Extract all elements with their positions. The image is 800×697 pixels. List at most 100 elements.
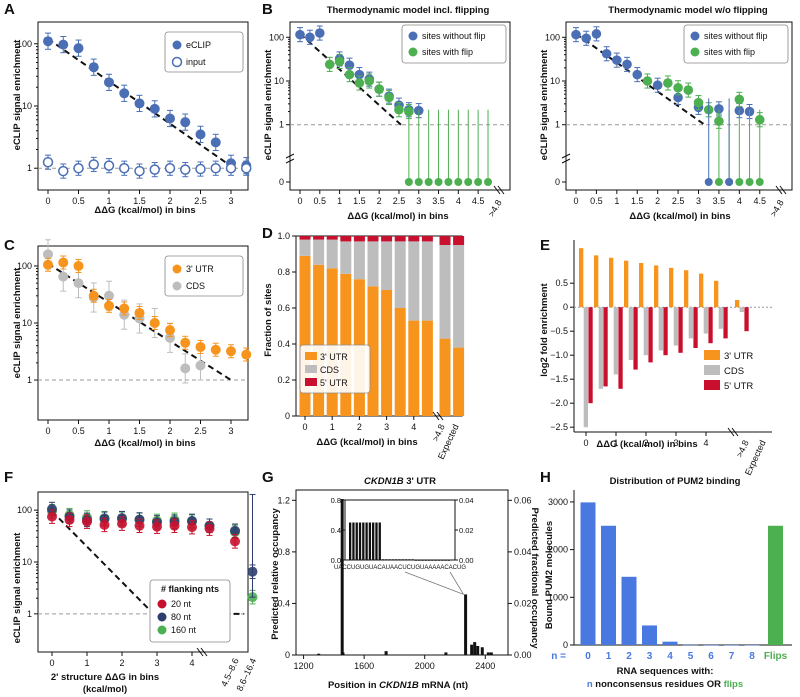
- point-a-eclip: [210, 137, 221, 148]
- point-a-eclip: [58, 39, 69, 50]
- x-tick-label-a: 2.5: [194, 196, 207, 206]
- y-tick-label-g-right: 0.06: [514, 495, 532, 505]
- bar-e-3utr: [639, 263, 644, 308]
- bar-d-3utr: [421, 320, 433, 416]
- point-b-right-zero: [745, 178, 754, 186]
- legend-text-b-right-with-flip: sites with flip: [704, 47, 755, 57]
- title-h: Distribution of PUM2 binding: [610, 476, 741, 487]
- point-b-right-with-flip: [673, 82, 683, 93]
- point-c-3utr: [104, 300, 114, 311]
- point-b-left-with-flip: [334, 56, 345, 67]
- fit-line-b-right: [575, 33, 706, 126]
- inset-bar-g: [349, 522, 352, 560]
- x-tick-label-c: 1: [106, 426, 111, 436]
- x-tick-label-a: 2: [167, 196, 172, 206]
- y-tick-label-g-right: 0.02: [514, 598, 532, 608]
- x-tick-label-h: 2: [626, 651, 632, 662]
- point-a-eclip: [195, 129, 206, 140]
- x-tick-label-h: 7: [729, 651, 735, 662]
- panel-label-d: D: [262, 225, 273, 242]
- x-tick-label-b-right: 4: [737, 196, 742, 206]
- bar-h: [662, 641, 678, 645]
- bar-e-5utr: [678, 307, 683, 353]
- panel-label-g: G: [262, 469, 274, 486]
- point-b-left-with-flip: [394, 104, 404, 115]
- panel-g-frame: [295, 489, 509, 656]
- point-b-left-zero: [474, 178, 483, 186]
- bar-d-5utr: [381, 236, 393, 242]
- inset-bar-g: [437, 559, 441, 561]
- xlabel-h-mid: nonconsensus residues OR: [593, 679, 724, 690]
- legend-marker-e-cds: [704, 365, 720, 375]
- ylabel-e: log2 fold enrichment: [539, 282, 550, 376]
- x-tick-label-f: 3: [154, 658, 159, 668]
- bar-d-cds: [421, 241, 433, 321]
- legend-c: [164, 255, 244, 297]
- x-tick-label-a: 0: [45, 196, 50, 206]
- inset-bar-g: [398, 559, 401, 561]
- point-c-cds: [195, 360, 206, 371]
- x-tick-label-c: 3: [228, 426, 233, 436]
- panel-label-b: B: [262, 1, 273, 18]
- legend-text-e-5utr: 5' UTR: [724, 381, 753, 392]
- bar-d-cds: [353, 241, 365, 280]
- inset-bar-g: [418, 559, 421, 561]
- point-b-left-with-flip: [364, 76, 375, 86]
- title-g-suffix: 3' UTR: [404, 476, 436, 487]
- bar-e-3utr: [669, 267, 674, 308]
- point-c-3utr: [210, 344, 221, 355]
- inset-connector-g: [404, 571, 464, 595]
- legend-marker-e-5utr: [704, 380, 720, 390]
- bar-e-5utr: [603, 307, 608, 387]
- xlabel-h-n: n: [587, 679, 593, 690]
- x-tick-label-b-right: 1: [614, 196, 619, 206]
- point-b-right-without-flip: [622, 59, 632, 70]
- bar-d-3utr: [299, 255, 311, 416]
- inset-bar-g: [408, 559, 411, 561]
- point-c-3utr: [241, 349, 252, 360]
- bar-d-3utr: [394, 308, 406, 416]
- y-tick-label-d: 0.8: [277, 267, 290, 277]
- point-c-3utr: [58, 257, 69, 268]
- legend-marker-f-160nt: [157, 625, 167, 635]
- x-tick-label-g: 1200: [294, 661, 314, 671]
- point-a-input: [119, 162, 130, 174]
- y-tick-label-e: −2.0: [550, 398, 568, 408]
- y-tick-label-c: 10: [22, 318, 32, 328]
- point-b-right-without-flip: [581, 33, 592, 44]
- inset-bar-g: [381, 559, 385, 561]
- point-b-left-zero: [464, 178, 473, 186]
- y-tick-label-d: 0.4: [277, 339, 290, 349]
- x-tick-label-b-left: 4.5: [472, 196, 485, 206]
- bar-e-5utr: [663, 307, 668, 356]
- point-b-left-with-flip: [354, 78, 365, 88]
- legend-a: [164, 31, 244, 73]
- bar-e-5utr: [708, 307, 713, 344]
- point-b-left-with-flip: [384, 92, 394, 103]
- x-tick-label-e: 2: [643, 438, 648, 448]
- bar-d-5utr: [421, 236, 433, 242]
- legend-f: [149, 579, 231, 643]
- y-tick-label-e: −2.5: [550, 422, 568, 432]
- point-a-input: [180, 164, 191, 175]
- x-tick-label-c: 2: [167, 426, 172, 436]
- legend-marker-d-cds: [305, 365, 317, 373]
- point-b-right-with-flip: [734, 94, 745, 105]
- x-tick-label-b-right: 3: [696, 196, 701, 206]
- xlabel-c: ΔΔG (kcal/mol) in bins: [94, 438, 195, 449]
- inset-bar-g: [404, 559, 408, 561]
- ylabel-b-right: eCLIP signal enrichment: [539, 49, 550, 161]
- legend-text-f-80nt: 80 nt: [171, 612, 192, 622]
- bar-d-3utr: [439, 338, 451, 416]
- bar-e-3utr: [594, 255, 599, 308]
- point-a-input: [225, 162, 237, 174]
- legend-marker-b-right-with-flip: [690, 47, 700, 57]
- inset-bar-g: [385, 559, 388, 561]
- x-tick-label-c: 0: [45, 426, 50, 436]
- y-tick-label-b-left: 1: [279, 120, 284, 130]
- legend-text-c-3utr: 3' UTR: [186, 264, 214, 274]
- point-b-right-zero: [725, 178, 734, 186]
- legend-marker-a-input: [171, 56, 183, 68]
- legend-text-e-cds: CDS: [724, 366, 744, 377]
